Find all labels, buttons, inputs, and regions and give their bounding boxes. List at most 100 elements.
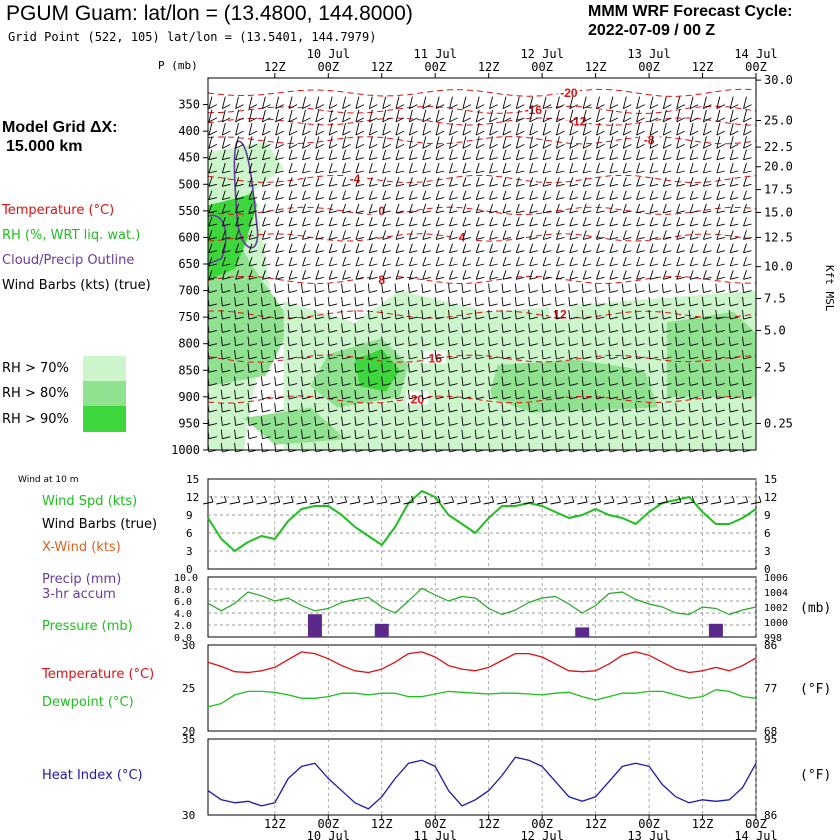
- wind-barb-flag: [301, 336, 303, 346]
- wind-barb-staff: [476, 383, 485, 387]
- wind-barb-staff: [288, 343, 298, 347]
- wind-barb-flag: [701, 336, 704, 346]
- temperature-contour: [207, 395, 757, 404]
- wind-barb-staff: [288, 263, 298, 267]
- wind-barb-staff: [342, 436, 351, 440]
- wind-barb-flag: [701, 310, 704, 320]
- wind-barb-flag: [261, 122, 266, 136]
- wind-barb-flag: [235, 109, 240, 123]
- wind-barb: [382, 256, 391, 267]
- wind-barb: [235, 243, 244, 254]
- wind-barb-staff: [329, 396, 338, 400]
- wind-barb-flag: [515, 122, 520, 136]
- wind-barb-flag: [662, 270, 667, 280]
- wind-barb-staff: [529, 343, 538, 347]
- wind-barb: [569, 136, 579, 149]
- wind-barb-flag: [422, 162, 427, 174]
- wind-barb-staff: [636, 157, 645, 161]
- wind-barb: [608, 349, 619, 360]
- wind-barb-staff: [262, 250, 271, 254]
- wind-barb-flag: [449, 122, 453, 136]
- wind10m-barb-flag: [357, 495, 361, 503]
- wind-barb-flag: [648, 389, 651, 399]
- wind10m-barb-flag: [624, 495, 628, 503]
- wind-barb-staff: [302, 383, 311, 387]
- wind-barb-staff: [609, 276, 619, 280]
- wind-barb-staff: [663, 276, 672, 280]
- wind-barb-staff: [369, 276, 378, 280]
- wind-barb-staff: [288, 143, 298, 149]
- wind-barb-staff: [716, 143, 726, 149]
- wind-barb-flag: [689, 136, 694, 149]
- wind-barb-flag: [528, 429, 531, 439]
- wind-barb: [434, 296, 445, 307]
- wind-barb-flag: [208, 216, 213, 227]
- wind-barb: [247, 283, 258, 294]
- wind-barb: [247, 416, 258, 426]
- pressure-tick-label: 850: [178, 363, 200, 377]
- wind-barb: [274, 376, 284, 387]
- wind-barb: [676, 149, 685, 161]
- wind-barb: [608, 336, 619, 347]
- wind-barb-staff: [569, 263, 578, 267]
- wind-barb: [528, 283, 538, 294]
- wind-barb-staff: [516, 290, 525, 294]
- wind-barb-staff: [516, 422, 525, 426]
- wind-barb: [689, 96, 699, 110]
- wind-barb-staff: [355, 117, 365, 123]
- wind-barb-staff: [342, 316, 351, 320]
- wind-barb-flag: [368, 256, 373, 267]
- wind-barb-staff: [516, 157, 525, 161]
- wind-barb-staff: [609, 369, 619, 373]
- wind-barb: [422, 177, 431, 187]
- wind-barb: [474, 336, 485, 347]
- wind-barb-staff: [302, 210, 311, 214]
- wind-barb-staff: [583, 170, 592, 174]
- wind-barb: [716, 203, 725, 214]
- wind-barb: [247, 363, 258, 373]
- wind-barb-flag: [514, 376, 517, 386]
- wind-barb-staff: [262, 104, 271, 110]
- wind-barb: [260, 283, 271, 294]
- wind-barb-flag: [315, 162, 320, 174]
- wind-barb-flag: [729, 96, 734, 109]
- wind-barb-staff: [636, 409, 645, 413]
- wind-barb-flag: [596, 96, 600, 109]
- wind-barb-flag: [662, 162, 667, 174]
- wind-barb-staff: [329, 236, 338, 240]
- wind-barb: [301, 283, 311, 294]
- wind-barb-flag: [581, 336, 584, 346]
- wind-barb-flag: [636, 109, 641, 123]
- wind-barb-flag: [621, 403, 624, 413]
- wind-barb: [234, 376, 244, 387]
- wind-barb-flag: [569, 243, 574, 253]
- heat-index-unit-label: (°F): [800, 768, 831, 783]
- wind-barb: [743, 177, 752, 187]
- wind-barb: [302, 177, 311, 187]
- wind-barb-flag: [515, 256, 520, 267]
- wind-barb-flag: [742, 310, 744, 320]
- wind-barb: [488, 403, 498, 413]
- wind-barb-staff: [435, 210, 445, 214]
- wind-barb-flag: [609, 256, 614, 267]
- wind-barb-flag: [568, 349, 571, 360]
- wind10m-barb-staff: [443, 501, 454, 505]
- wind-barb-staff: [609, 396, 619, 400]
- wind-barb: [234, 336, 244, 347]
- wind-barb: [435, 216, 445, 227]
- wind-barb-staff: [382, 422, 391, 426]
- wind-barb: [208, 216, 218, 227]
- wind-barb-flag: [234, 296, 237, 306]
- wind-barb-flag: [689, 177, 694, 187]
- wind-barb-staff: [569, 303, 578, 307]
- wind-barb: [662, 216, 672, 227]
- wind-barb-staff: [315, 356, 324, 360]
- wind-barb-flag: [234, 283, 237, 293]
- wind-barb-staff: [395, 117, 405, 123]
- wind-barb-flag: [462, 203, 467, 214]
- wind-barb-flag: [568, 376, 571, 386]
- wind-barb: [595, 376, 605, 387]
- wind-barb-staff: [435, 117, 445, 123]
- wind-barb-staff: [729, 117, 739, 123]
- wind-barb-staff: [409, 303, 418, 307]
